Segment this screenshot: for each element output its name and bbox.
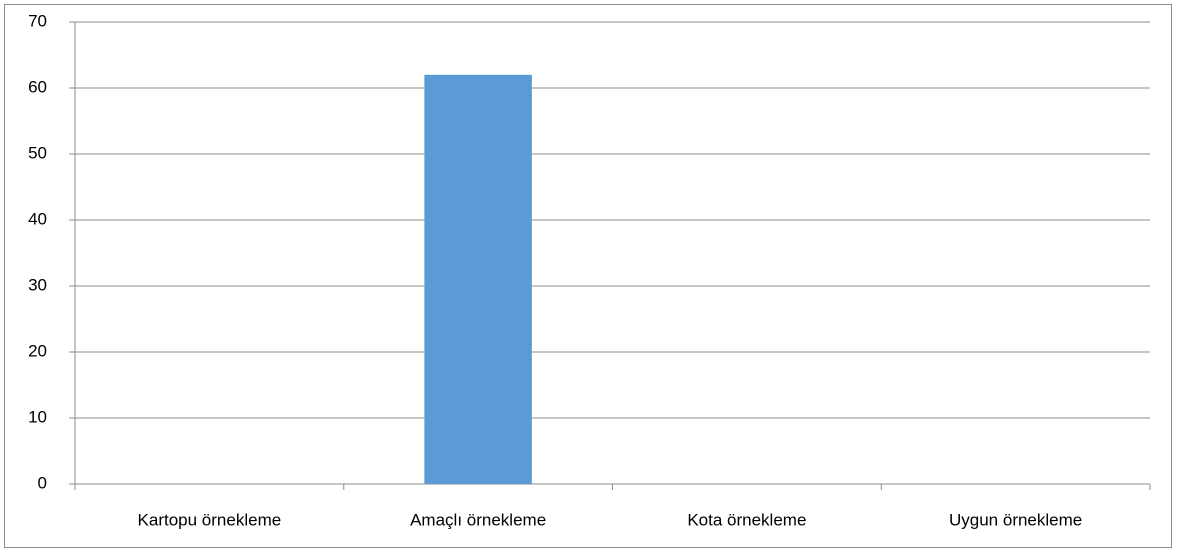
y-tick-label: 10	[28, 407, 47, 426]
y-tick-label: 60	[28, 77, 47, 96]
y-tick-label: 40	[28, 209, 47, 228]
y-tick-label: 20	[28, 341, 47, 360]
y-tick-label: 70	[28, 11, 47, 30]
y-tick-label: 0	[38, 473, 47, 492]
chart-border	[4, 4, 1172, 548]
x-tick-label: Uygun örnekleme	[949, 510, 1082, 529]
x-tick-label: Kartopu örnekleme	[138, 510, 282, 529]
bar	[424, 74, 532, 485]
x-tick-label: Amaçlı örnekleme	[410, 510, 546, 529]
x-tick-label: Kota örnekleme	[687, 510, 806, 529]
y-tick-label: 50	[28, 143, 47, 162]
y-tick-label: 30	[28, 275, 47, 294]
